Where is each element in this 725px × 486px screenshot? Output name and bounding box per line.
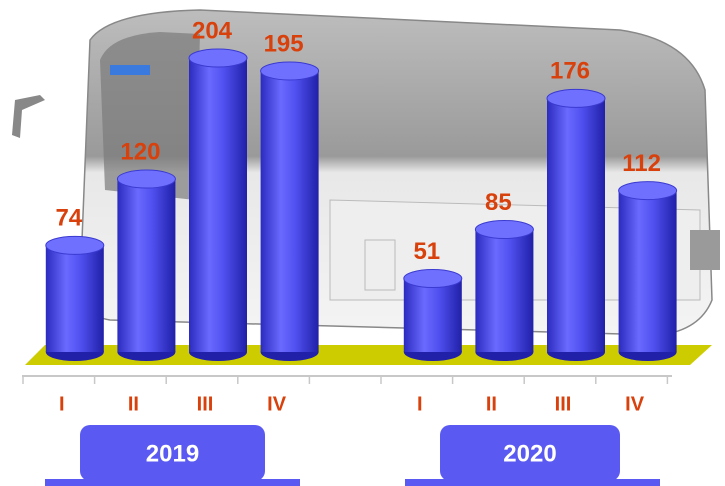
cylinder xyxy=(260,61,320,361)
bar xyxy=(475,229,534,352)
cylinder xyxy=(116,169,176,361)
x-tick-label: III xyxy=(555,393,572,415)
x-tick-label: I xyxy=(417,393,423,415)
cylinder-top xyxy=(45,235,105,255)
group-box xyxy=(440,425,620,481)
x-tick-label: II xyxy=(128,393,139,415)
value-label: 85 xyxy=(485,189,512,216)
value-label: 74 xyxy=(55,205,82,232)
x-tick-label: I xyxy=(59,393,65,415)
group-strip xyxy=(45,479,300,486)
cylinder-top xyxy=(260,61,320,81)
bar xyxy=(547,98,605,353)
group-label: 2019 xyxy=(146,440,199,467)
bar xyxy=(117,179,176,352)
value-label: 176 xyxy=(550,58,590,85)
cylinder xyxy=(188,48,248,361)
x-tick-label: III xyxy=(197,393,214,415)
value-label: 51 xyxy=(413,238,440,265)
bar xyxy=(45,245,104,352)
value-label: 120 xyxy=(120,138,160,165)
bar xyxy=(189,58,247,352)
cylinder xyxy=(45,235,105,361)
cylinder-top xyxy=(116,169,176,189)
cylinder xyxy=(403,269,463,361)
group-box xyxy=(80,425,265,481)
cylinder-top xyxy=(618,181,678,201)
value-label: 195 xyxy=(264,30,304,57)
x-tick-label: IV xyxy=(267,393,287,415)
value-label: 204 xyxy=(192,17,233,44)
cylinder-top xyxy=(188,48,248,68)
x-tick-label: IV xyxy=(625,393,645,415)
x-tick-label: II xyxy=(486,393,497,415)
bar xyxy=(403,278,462,352)
cylinder xyxy=(474,220,534,361)
cylinder xyxy=(618,181,678,361)
cylinder-top xyxy=(474,220,534,239)
cylinder xyxy=(546,88,606,361)
group-label: 2020 xyxy=(503,440,556,467)
bar xyxy=(618,190,677,352)
value-label: 112 xyxy=(622,150,661,177)
cylinder-top xyxy=(403,269,463,288)
group-strip xyxy=(405,479,660,486)
bar xyxy=(260,70,319,353)
cylinder-top xyxy=(546,88,606,108)
